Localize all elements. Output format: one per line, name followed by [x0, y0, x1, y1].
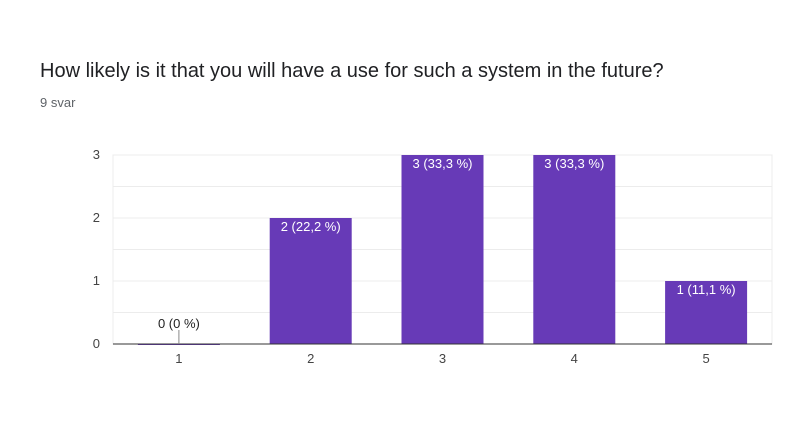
data-label: 0 (0 %): [158, 316, 200, 331]
x-tick-label: 2: [307, 351, 314, 366]
y-tick-label: 3: [93, 147, 100, 162]
bar: [665, 281, 748, 344]
bar: [269, 218, 352, 344]
bar: [533, 155, 616, 344]
data-label: 3 (33,3 %): [413, 156, 473, 171]
bar: [401, 155, 484, 344]
data-label: 2 (22,2 %): [281, 219, 341, 234]
question-title: How likely is it that you will have a us…: [40, 60, 664, 82]
y-tick-label: 2: [93, 210, 100, 225]
data-label: 3 (33,3 %): [544, 156, 604, 171]
x-tick-label: 1: [175, 351, 182, 366]
y-tick-label: 0: [93, 336, 100, 351]
response-count: 9 svar: [40, 95, 76, 110]
y-tick-label: 1: [93, 273, 100, 288]
data-label: 1 (11,1 %): [677, 282, 736, 297]
x-tick-label: 3: [439, 351, 446, 366]
x-tick-label: 4: [571, 351, 578, 366]
x-tick-label: 5: [702, 351, 709, 366]
